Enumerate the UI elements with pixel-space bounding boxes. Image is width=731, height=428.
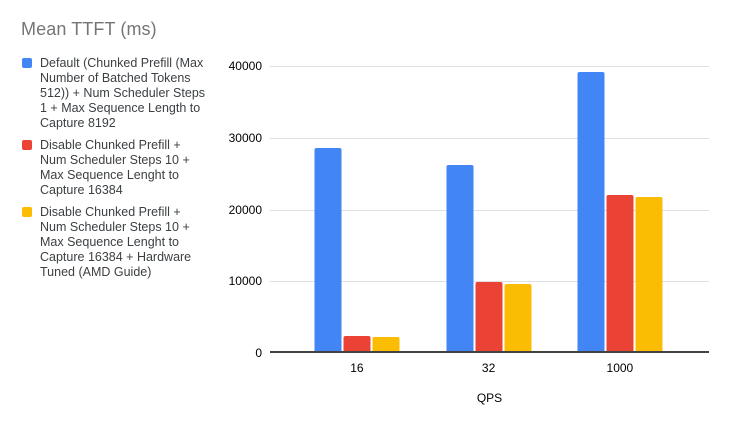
legend-swatch-blue	[22, 58, 32, 68]
bar-series1-qps16	[314, 148, 342, 351]
legend-swatch-yellow	[22, 207, 32, 217]
gridline	[270, 66, 709, 67]
legend: Default (Chunked Prefill (Max Number of …	[22, 56, 240, 287]
bar-series1-qps32	[446, 165, 474, 351]
y-axis-tick-label: 20000	[228, 202, 262, 217]
bar-series2-qps1000	[606, 195, 634, 351]
legend-swatch-red	[22, 140, 32, 150]
gridline	[270, 209, 709, 211]
plot-area	[270, 66, 709, 353]
bar-series3-qps32	[504, 284, 532, 351]
bar-series2-qps16	[343, 336, 371, 351]
gridline	[270, 137, 709, 139]
bar-group-1000	[577, 72, 663, 351]
y-axis-tick-label: 10000	[228, 274, 262, 289]
x-axis-line	[270, 351, 709, 353]
legend-label: Disable Chunked Prefill + Num Scheduler …	[40, 205, 192, 279]
y-axis-tick-label: 0	[255, 346, 262, 360]
legend-label: Default (Chunked Prefill (Max Number of …	[40, 56, 206, 130]
chart-title: Mean TTFT (ms)	[21, 19, 157, 39]
gridline	[270, 281, 709, 283]
y-axis-tick-label: 30000	[228, 130, 262, 145]
legend-item: Disable Chunked Prefill + Num Scheduler …	[22, 205, 240, 280]
y-axis-tick-label: 40000	[228, 59, 262, 73]
bar-group-32	[446, 165, 532, 351]
legend-label: Disable Chunked Prefill + Num Scheduler …	[40, 138, 190, 197]
bar-series2-qps32	[475, 282, 503, 351]
legend-item: Disable Chunked Prefill + Num Scheduler …	[22, 138, 240, 198]
bar-series1-qps1000	[577, 72, 605, 351]
x-axis-tick-label: 32	[481, 361, 496, 375]
x-axis-tick-label: 1000	[606, 361, 634, 375]
bar-series3-qps16	[372, 337, 400, 351]
x-axis-tick-label: 16	[350, 361, 364, 375]
bar-group-16	[314, 148, 400, 351]
legend-item: Default (Chunked Prefill (Max Number of …	[22, 56, 240, 131]
x-axis-title: QPS	[476, 391, 503, 405]
bar-series3-qps1000	[635, 197, 663, 351]
